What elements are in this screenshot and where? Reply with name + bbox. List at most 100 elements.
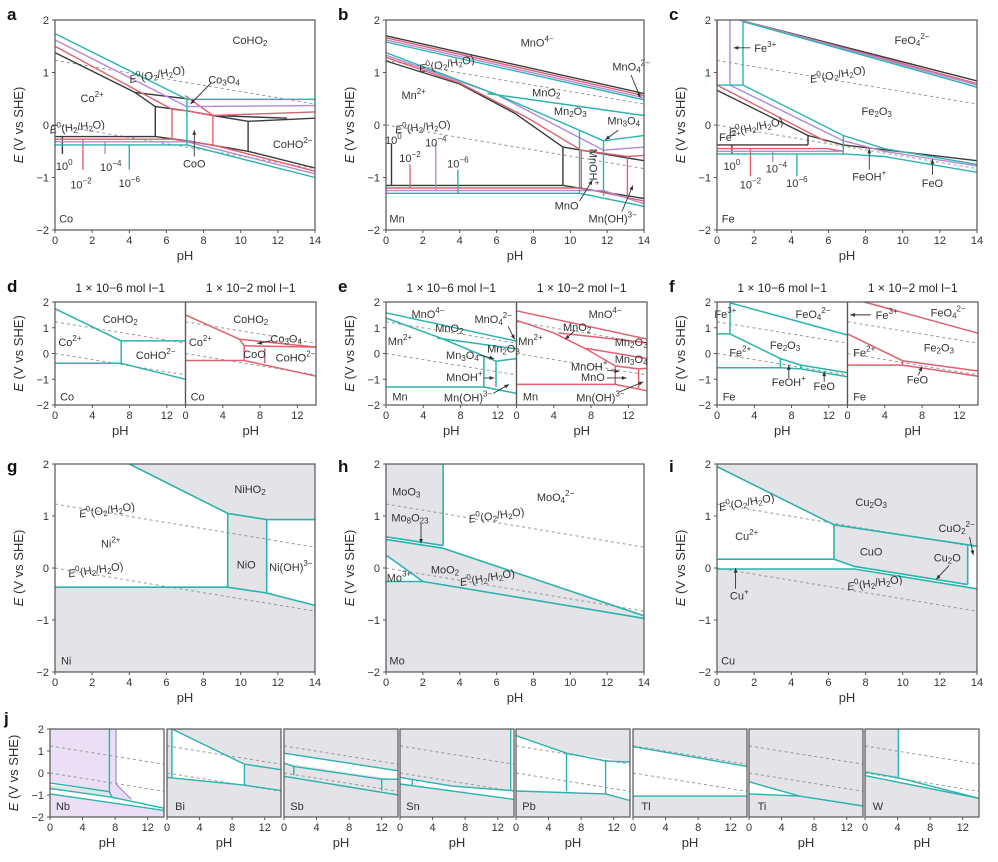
- x-tick-label: 8: [458, 410, 464, 422]
- water-line-o2: [399, 745, 515, 765]
- x-axis-label: pH: [798, 835, 815, 850]
- species-label: CoO: [183, 158, 206, 170]
- boundary-line: [385, 56, 645, 158]
- x-tick-label: 10: [235, 677, 247, 689]
- water-line-h2: [49, 772, 165, 792]
- x-tick-label: 0: [844, 410, 850, 422]
- species-label: FeO: [813, 381, 835, 393]
- x-tick-label: 0: [714, 677, 720, 689]
- species-label: Co3O4: [208, 74, 240, 87]
- x-tick-label: 4: [197, 822, 203, 834]
- x-tick-label: 8: [695, 822, 701, 834]
- species-label: Mn2+: [388, 333, 413, 348]
- y-tick-label: 2: [374, 459, 380, 471]
- y-tick-label: 0: [705, 563, 711, 575]
- arrow-head: [621, 376, 627, 380]
- water-line-o2: [185, 321, 317, 344]
- species-label: Fe3+: [714, 306, 736, 321]
- plot-frame: [283, 728, 399, 818]
- species-label: CoHO2−: [276, 350, 316, 365]
- stable-region: [386, 539, 644, 672]
- water-line-h2: [283, 772, 399, 792]
- boundary-line: [748, 793, 800, 797]
- x-tick-label: 12: [622, 410, 634, 422]
- x-axis-label: pH: [573, 423, 590, 438]
- boundary-line: [386, 192, 645, 208]
- boundary-line: [864, 771, 980, 799]
- boundary-line: [515, 790, 631, 802]
- water-line-h2: [399, 772, 515, 792]
- x-axis-label: pH: [99, 835, 116, 850]
- panel-h: MoO3 MoO42− E0(O2/H2O) Mo8O23 MoO2E0(H2/H2O)…: [342, 459, 650, 705]
- y-tick-label: 0: [705, 120, 711, 132]
- species-label: Fe: [723, 391, 736, 403]
- plot-frame: [515, 301, 648, 406]
- x-tick-label: 8: [789, 410, 795, 422]
- boundary-line: [516, 319, 648, 370]
- arrow-head: [930, 159, 935, 164]
- x-tick-label: 12: [272, 235, 284, 247]
- y-tick-label: −1: [367, 374, 380, 386]
- water-line-h2: [54, 567, 316, 612]
- y-tick-label: −2: [698, 667, 711, 679]
- stable-region: [244, 764, 281, 791]
- x-tick-label: 12: [725, 822, 737, 834]
- element-label: Sn: [406, 801, 419, 813]
- y-tick-label: −1: [367, 173, 380, 185]
- water-line-h2: [385, 567, 645, 612]
- species-label: Fe2O3: [924, 342, 955, 355]
- x-tick-label: 12: [601, 677, 613, 689]
- stable-region: [109, 729, 132, 800]
- water-line-o2: [283, 745, 399, 765]
- species-label: MnO42−: [612, 58, 650, 74]
- species-label: Mn2+: [518, 333, 543, 348]
- concentration-title: 1 × 10−2 mol l−1: [868, 281, 958, 295]
- x-tick-label: 12: [608, 822, 620, 834]
- x-tick-label: 0: [714, 410, 720, 422]
- x-tick-label: 4: [779, 822, 785, 834]
- boundary-line: [385, 554, 424, 583]
- y-axis-label: E (V vs SHE): [342, 315, 357, 392]
- y-tick-label: 0: [374, 563, 380, 575]
- panel-letter-d: d: [7, 277, 17, 296]
- plot-frame: [864, 728, 980, 818]
- x-tick-label: 4: [80, 822, 86, 834]
- panel-a: CoHO2 E0(O2/H2O) Co3O4 Co2+ E0(H2/H2O) CoHO2−…: [11, 15, 321, 263]
- arrow-head: [257, 340, 263, 345]
- x-tick-label: 12: [601, 235, 613, 247]
- stable-region: [834, 524, 968, 585]
- annotation-arrow: [190, 82, 212, 105]
- water-line-o2: [166, 745, 282, 765]
- water-line-o2: [385, 59, 645, 105]
- water-line-h2: [385, 124, 645, 170]
- boundary-line: [632, 745, 748, 768]
- y-tick-label: −2: [367, 667, 380, 679]
- species-label: 100: [385, 132, 402, 147]
- water-line-h2: [54, 124, 316, 170]
- arrow-head: [867, 148, 872, 154]
- species-label: Mn: [392, 391, 407, 403]
- boundary-line: [516, 383, 648, 392]
- x-tick-label: 0: [281, 822, 287, 834]
- y-axis-label: E (V vs SHE): [673, 315, 688, 392]
- subpanel-e-0: MnO4− MnO42− MnO2 Mn2+ Mn2O3 Mn3O4 MnOH+ Mn Mn(O…: [342, 281, 520, 438]
- x-axis-label: pH: [507, 248, 524, 263]
- boundary-line: [516, 310, 648, 340]
- water-line-h2: [54, 353, 186, 376]
- series-10e0: [716, 19, 978, 162]
- x-tick-label: 4: [788, 677, 794, 689]
- species-label: Cu2O3: [855, 497, 887, 510]
- species-label: NiHO2: [234, 484, 266, 497]
- x-tick-label: 0: [383, 410, 389, 422]
- plot-frame: [166, 728, 282, 818]
- species-label: MnOH+: [446, 369, 483, 384]
- boundary-line: [558, 332, 648, 344]
- x-tick-label: 12: [492, 410, 504, 422]
- plot-frame: [184, 301, 317, 406]
- x-tick-label: 6: [163, 677, 169, 689]
- boundary-line: [115, 729, 132, 800]
- species-label: E0(O2/H2O): [418, 51, 476, 77]
- concentration-title: 1 × 10−6 mol l−1: [75, 281, 165, 295]
